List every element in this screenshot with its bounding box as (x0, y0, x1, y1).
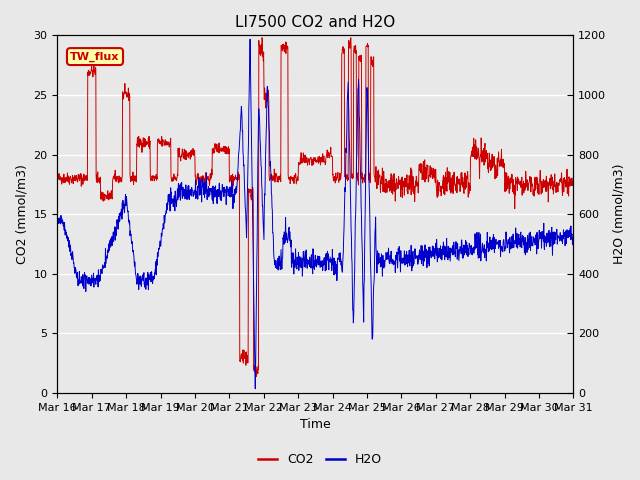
Text: TW_flux: TW_flux (70, 51, 120, 62)
X-axis label: Time: Time (300, 419, 331, 432)
Y-axis label: CO2 (mmol/m3): CO2 (mmol/m3) (15, 164, 28, 264)
Legend: CO2, H2O: CO2, H2O (253, 448, 387, 471)
Title: LI7500 CO2 and H2O: LI7500 CO2 and H2O (236, 15, 396, 30)
Y-axis label: H2O (mmol/m3): H2O (mmol/m3) (612, 164, 625, 264)
